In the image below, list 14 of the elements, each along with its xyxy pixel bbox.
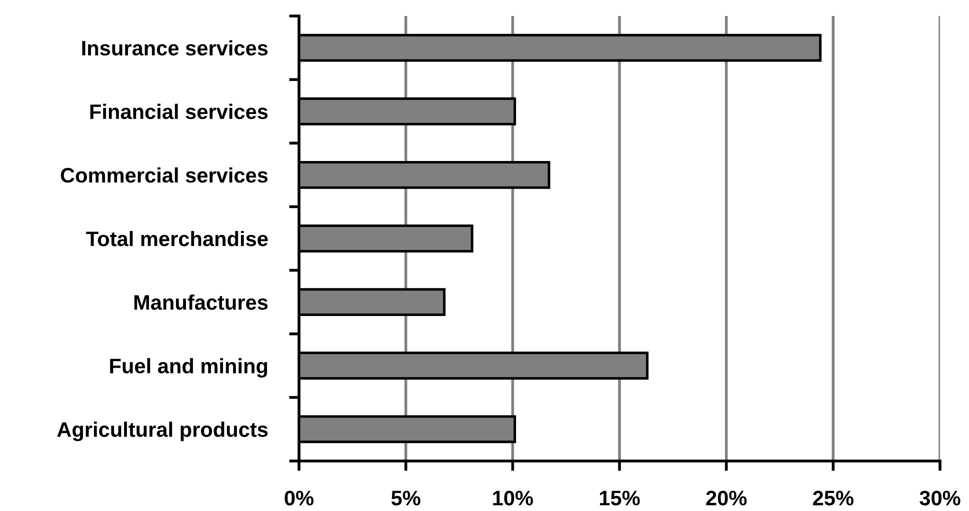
y-tick-label: Fuel and mining xyxy=(110,358,268,378)
x-tick-label: 10% xyxy=(493,490,533,506)
x-tick-label: 20% xyxy=(706,490,747,506)
x-tick-label: 25% xyxy=(813,490,854,506)
x-tick-label: 30% xyxy=(920,490,960,506)
y-tick-label: Agricultural products xyxy=(57,422,268,442)
y-tick-label: Financial services xyxy=(90,104,268,120)
y-tick-label: Manufactures xyxy=(134,294,268,310)
y-tick-label: Total merchandise xyxy=(86,230,268,246)
x-tick-label: 5% xyxy=(391,490,420,506)
y-tick-label: Insurance services xyxy=(82,40,268,56)
x-tick-label: 15% xyxy=(600,490,640,506)
x-tick-label: 0% xyxy=(284,490,314,506)
y-tick-label: Commercial services xyxy=(60,167,268,183)
